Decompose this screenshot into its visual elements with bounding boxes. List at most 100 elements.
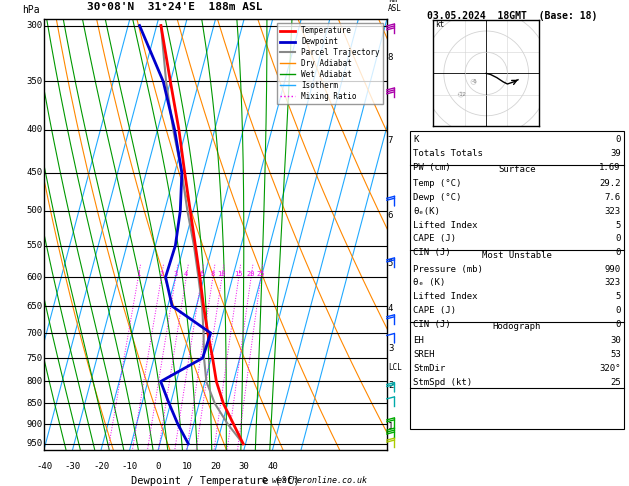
Text: 850: 850: [26, 399, 42, 408]
Text: 900: 900: [26, 420, 42, 429]
Text: .: .: [392, 434, 396, 439]
Text: Dewp (°C): Dewp (°C): [413, 193, 462, 202]
Text: 950: 950: [26, 439, 42, 449]
Text: 1.69: 1.69: [599, 163, 621, 172]
Text: 03.05.2024  18GMT  (Base: 18): 03.05.2024 18GMT (Base: 18): [428, 11, 598, 21]
Text: 0: 0: [615, 234, 621, 243]
Text: StmDir: StmDir: [413, 364, 445, 373]
Text: 0: 0: [615, 320, 621, 329]
Text: 6: 6: [199, 271, 204, 277]
Text: 5: 5: [615, 292, 621, 301]
Text: K: K: [413, 135, 419, 144]
Text: 3: 3: [388, 344, 393, 353]
Text: Dewpoint / Temperature (°C): Dewpoint / Temperature (°C): [131, 476, 300, 486]
Text: .: .: [392, 403, 396, 408]
Text: .: .: [392, 389, 396, 394]
Text: .: .: [392, 424, 396, 429]
Text: 0: 0: [615, 248, 621, 257]
Text: Lifted Index: Lifted Index: [413, 221, 478, 229]
Text: Temp (°C): Temp (°C): [413, 179, 462, 188]
Text: 1: 1: [388, 422, 393, 431]
Text: 30: 30: [238, 462, 249, 470]
Text: .: .: [392, 444, 396, 450]
Text: PW (cm): PW (cm): [413, 163, 451, 172]
Text: 29.2: 29.2: [599, 179, 621, 188]
Text: 20: 20: [210, 462, 221, 470]
Text: CAPE (J): CAPE (J): [413, 306, 456, 315]
Legend: Temperature, Dewpoint, Parcel Trajectory, Dry Adiabat, Wet Adiabat, Isotherm, Mi: Temperature, Dewpoint, Parcel Trajectory…: [277, 23, 383, 104]
Text: CIN (J): CIN (J): [413, 248, 451, 257]
Text: 40: 40: [267, 462, 278, 470]
Text: km
ASL: km ASL: [388, 0, 402, 13]
Text: CAPE (J): CAPE (J): [413, 234, 456, 243]
Text: 25: 25: [610, 378, 621, 387]
Text: 25: 25: [257, 271, 265, 277]
Text: 320°: 320°: [599, 364, 621, 373]
Text: 0: 0: [615, 135, 621, 144]
Text: 650: 650: [26, 302, 42, 311]
Text: kt: kt: [435, 20, 445, 29]
Text: 550: 550: [26, 241, 42, 250]
Text: 350: 350: [26, 77, 42, 86]
Text: 4: 4: [388, 304, 393, 313]
Text: .: .: [392, 203, 396, 208]
Text: .: .: [392, 264, 396, 269]
Text: SREH: SREH: [413, 350, 435, 359]
Text: LCL: LCL: [388, 363, 402, 372]
Text: 6: 6: [388, 211, 393, 220]
Text: 7: 7: [388, 136, 393, 145]
Text: .: .: [392, 30, 396, 35]
Text: 15: 15: [235, 271, 243, 277]
Text: Mixing Ratio (g/kg): Mixing Ratio (g/kg): [415, 191, 424, 278]
Text: 30: 30: [610, 336, 621, 345]
Text: CIN (J): CIN (J): [413, 320, 451, 329]
Text: -20: -20: [93, 462, 109, 470]
Text: 700: 700: [26, 329, 42, 338]
Text: 2: 2: [159, 271, 164, 277]
Text: -12: -12: [456, 92, 465, 97]
Text: .: .: [392, 94, 396, 99]
Text: Most Unstable: Most Unstable: [482, 251, 552, 260]
Text: .: .: [392, 340, 396, 345]
Text: -10: -10: [121, 462, 138, 470]
Text: 400: 400: [26, 125, 42, 135]
Text: EH: EH: [413, 336, 424, 345]
Text: 8: 8: [211, 271, 215, 277]
Text: 53: 53: [610, 350, 621, 359]
Text: StmSpd (kt): StmSpd (kt): [413, 378, 472, 387]
Text: 600: 600: [26, 273, 42, 281]
Text: 323: 323: [604, 278, 621, 287]
Text: Pressure (mb): Pressure (mb): [413, 264, 483, 274]
Text: Lifted Index: Lifted Index: [413, 292, 478, 301]
Text: -6: -6: [470, 79, 477, 85]
Text: 10: 10: [182, 462, 192, 470]
Text: 5: 5: [615, 221, 621, 229]
Text: 990: 990: [604, 264, 621, 274]
Text: Hodograph: Hodograph: [493, 322, 541, 331]
Text: Surface: Surface: [498, 165, 536, 174]
Text: -30: -30: [65, 462, 81, 470]
Text: 5: 5: [388, 259, 393, 268]
Text: 0: 0: [615, 306, 621, 315]
Text: 300: 300: [26, 21, 42, 30]
Text: 39: 39: [610, 149, 621, 158]
Text: 1: 1: [136, 271, 140, 277]
Text: 8: 8: [388, 53, 393, 62]
Text: -40: -40: [36, 462, 52, 470]
Text: 4: 4: [184, 271, 188, 277]
Text: 20: 20: [247, 271, 255, 277]
Text: θₑ (K): θₑ (K): [413, 278, 445, 287]
Text: 0: 0: [155, 462, 161, 470]
Text: 30°08'N  31°24'E  188m ASL: 30°08'N 31°24'E 188m ASL: [87, 1, 262, 12]
Text: © weatheronline.co.uk: © weatheronline.co.uk: [262, 475, 367, 485]
Text: 800: 800: [26, 377, 42, 386]
Text: 450: 450: [26, 168, 42, 177]
Text: 323: 323: [604, 207, 621, 216]
Text: .: .: [392, 321, 396, 326]
Text: 10: 10: [218, 271, 226, 277]
Text: 3: 3: [174, 271, 178, 277]
Text: θₑ(K): θₑ(K): [413, 207, 440, 216]
Text: 500: 500: [26, 207, 42, 215]
Text: 7.6: 7.6: [604, 193, 621, 202]
Text: 750: 750: [26, 354, 42, 363]
